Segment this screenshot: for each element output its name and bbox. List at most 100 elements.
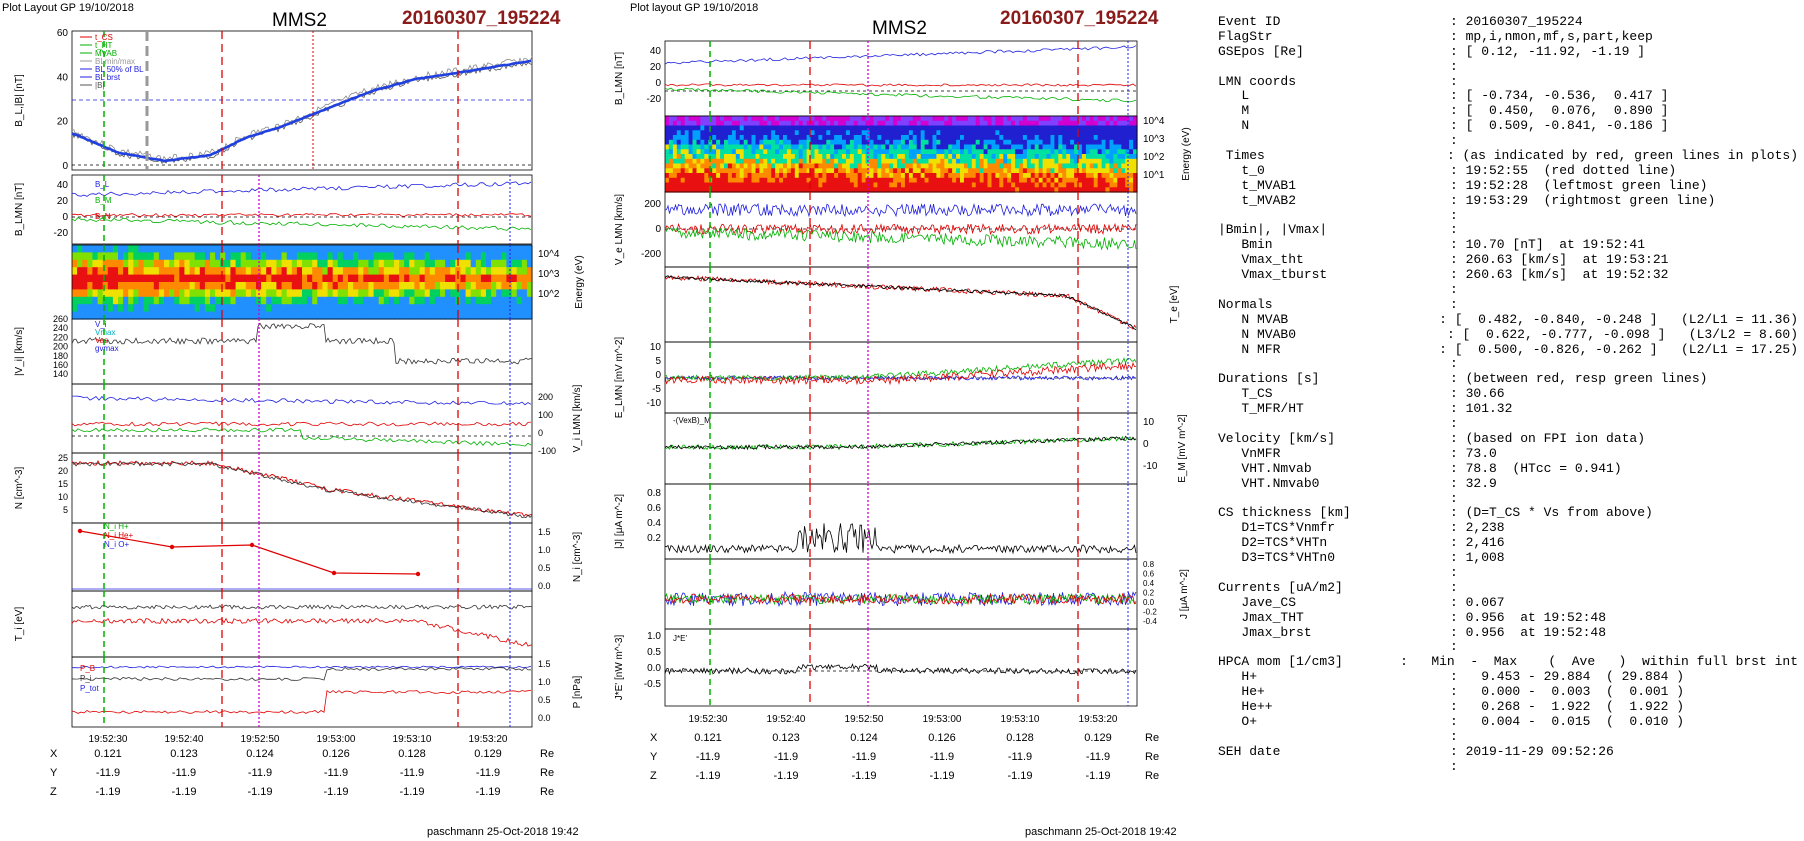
spectrogram-cell — [739, 144, 745, 150]
vilmn-ytick: 0 — [538, 428, 543, 438]
spectrogram-cell — [1081, 116, 1087, 122]
info-row: GSEpos [Re]: [ 0.12, -11.92, -1.19 ] — [1218, 43, 1798, 60]
spectrogram-cell — [491, 289, 497, 298]
spectrogram-cell — [1074, 125, 1079, 131]
n-ytick: 15 — [58, 479, 68, 489]
spectrogram-cell — [189, 259, 196, 268]
spectrogram-cell — [1007, 154, 1012, 160]
spectrogram-cell — [358, 311, 364, 320]
spectrogram-cell — [358, 296, 364, 305]
spectrogram-cell — [506, 259, 513, 268]
spectrogram-cell — [261, 274, 267, 283]
spectrogram-cell — [901, 187, 906, 193]
spectrogram-cell — [885, 144, 890, 150]
spectrogram-cell — [924, 144, 930, 150]
vil-series — [72, 395, 532, 406]
info-value: : 9.453 - 29.884 ( 29.884 ) — [1450, 669, 1685, 685]
spectrogram-cell — [901, 149, 906, 155]
spectrogram-cell — [1117, 173, 1122, 179]
spectrogram-cell — [786, 158, 792, 165]
spectrogram-cell — [225, 296, 231, 305]
spectrogram-cell — [506, 245, 513, 253]
spectrogram-cell — [1081, 135, 1087, 141]
spectrogram-cell — [1097, 173, 1103, 179]
spectrogram-cell — [215, 245, 221, 253]
spectrogram-cell — [189, 296, 196, 305]
spectrogram-cell — [1113, 187, 1118, 193]
spectrogram-cell — [388, 304, 395, 313]
spectrogram-cell — [916, 149, 922, 155]
spectrogram-cell — [521, 252, 528, 261]
blmn-label: B_N — [95, 212, 111, 221]
spectrogram-cell — [1011, 135, 1016, 141]
spectrogram-cell — [712, 173, 717, 179]
spectrogram-cell — [1003, 125, 1008, 131]
info-value: : [ 0.12, -11.92, -1.19 ] — [1450, 43, 1646, 59]
info-label — [1218, 283, 1450, 298]
spectrogram-cell — [373, 252, 380, 261]
ve-ytick: -200 — [641, 249, 661, 260]
spectrogram-cell — [179, 282, 185, 290]
spectrogram-cell — [363, 311, 369, 320]
spectrogram-cell — [1081, 130, 1087, 136]
spectrogram-cell — [1081, 120, 1087, 127]
spectrogram-cell — [388, 245, 395, 253]
spectrogram-cell — [327, 304, 334, 313]
spectrogram-cell — [908, 135, 914, 141]
spectrogram-cell — [1042, 182, 1048, 188]
spectrogram-cell — [897, 168, 902, 174]
spectrogram-cell — [118, 289, 124, 298]
spectrogram-cell — [1093, 144, 1099, 150]
spectrogram-cell — [838, 158, 843, 165]
spectrogram-cell — [700, 173, 705, 179]
te-perp-series — [664, 275, 1137, 331]
spectrogram-cell — [1011, 173, 1016, 179]
info-row: Jmax_brst: 0.956 at 19:52:48 — [1218, 625, 1798, 641]
spectrogram-cell — [465, 267, 472, 276]
spectrogram-cell — [434, 259, 441, 268]
spectrogram-cell — [822, 149, 827, 155]
info-value: : — [1450, 207, 1458, 223]
spectrogram-cell — [798, 182, 804, 188]
spectrogram-cell — [138, 252, 145, 261]
spectrogram-cell — [995, 177, 1000, 184]
spectrogram-cell — [1046, 130, 1051, 136]
spectrogram-cell — [225, 259, 231, 268]
spectrogram-cell — [668, 182, 674, 188]
spectrogram-cell — [1054, 149, 1059, 155]
spectrogram-cell — [404, 259, 410, 268]
spectrogram-cell — [501, 311, 507, 320]
spectrogram-cell — [775, 173, 780, 179]
p-ytick: 1.5 — [538, 659, 551, 669]
spectrogram-cell — [889, 125, 894, 131]
spectrogram-cell — [834, 177, 839, 184]
spectrogram-cell — [296, 245, 303, 253]
spectrogram-cell — [806, 182, 812, 188]
spectrogram-cell — [684, 168, 690, 174]
spectrogram-cell — [834, 130, 839, 136]
spectrogram-cell — [491, 259, 497, 268]
spectrogram-cell — [312, 245, 318, 253]
spectrogram-cell — [834, 158, 839, 165]
spectrogram-cell — [826, 135, 831, 141]
mid-xtick: 19:52:40 — [767, 714, 806, 725]
spectrogram-cell — [665, 116, 670, 122]
spectrogram-cell — [912, 163, 918, 169]
spectrogram-cell — [838, 130, 843, 136]
spectrogram-cell — [383, 259, 390, 268]
spectrogram-cell — [1121, 130, 1126, 136]
spectrogram-cell — [1105, 135, 1110, 141]
spectrogram-cell — [794, 120, 800, 127]
spectrogram-cell — [1066, 144, 1071, 150]
spectrogram-cell — [445, 296, 451, 305]
spectrogram-cell — [865, 116, 871, 122]
spectrogram-cell — [834, 120, 839, 127]
spectrogram-cell — [790, 135, 796, 141]
spectrogram-cell — [779, 154, 784, 160]
spectrogram-cell — [727, 139, 733, 146]
spectrogram-cell — [936, 149, 941, 155]
spectrogram-cell — [245, 289, 252, 298]
spectrogram-cell — [869, 135, 874, 141]
spectrogram-cell — [307, 289, 313, 298]
spectrogram-cell — [873, 130, 878, 136]
